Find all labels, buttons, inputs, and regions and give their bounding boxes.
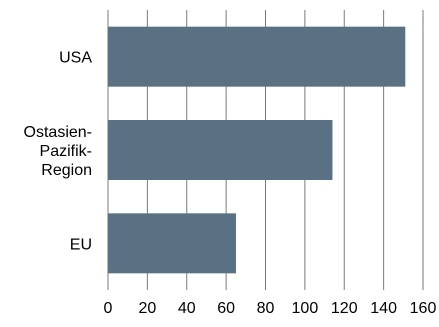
category-label: USA [59, 50, 92, 67]
category-label-line: USA [59, 50, 92, 67]
x-tick-label: 40 [178, 300, 196, 317]
category-label-line: Pazifik- [40, 143, 92, 160]
x-tick-label: 80 [257, 300, 275, 317]
x-tick-label: 160 [410, 300, 437, 317]
bar-eu [108, 213, 236, 274]
category-labels: USA Ostasien- Pazifik- Region EU [24, 50, 93, 254]
category-label: EU [70, 236, 92, 253]
x-tick-label: 120 [331, 300, 358, 317]
x-tick-label: 140 [370, 300, 397, 317]
x-tick-label: 0 [104, 300, 113, 317]
category-label-line: Ostasien- [24, 124, 92, 141]
category-label: Ostasien- Pazifik- Region [24, 124, 92, 179]
x-tick-label: 60 [217, 300, 235, 317]
bars [108, 26, 406, 274]
bar-usa [108, 26, 406, 87]
x-tick-label: 20 [138, 300, 156, 317]
bar-ostasien-pazifik-region [108, 120, 333, 180]
category-label-line: EU [70, 236, 92, 253]
category-label-line: Region [41, 162, 92, 179]
x-tick-label: 100 [292, 300, 319, 317]
x-tick-labels: 0 20 40 60 80 100 120 140 160 [104, 300, 437, 317]
